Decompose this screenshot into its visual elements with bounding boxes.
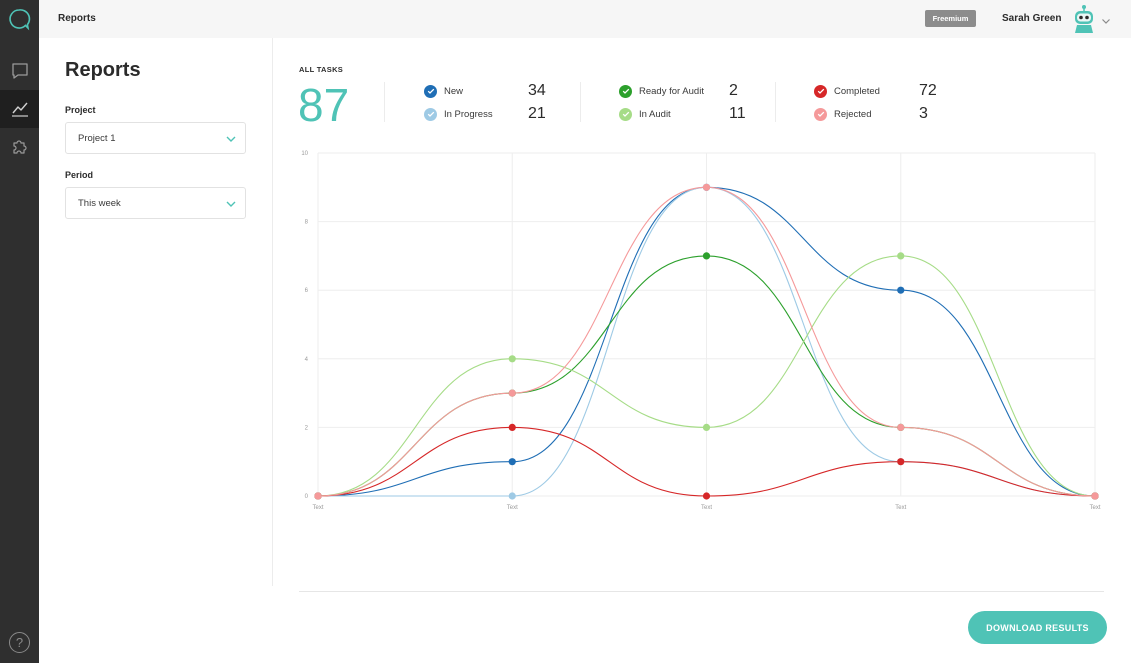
data-point[interactable] bbox=[702, 492, 711, 500]
stat-in-audit: In Audit bbox=[619, 107, 671, 121]
y-tick-label: 8 bbox=[305, 220, 309, 226]
stat-completed: Completed bbox=[814, 84, 880, 98]
top-bar: Reports Freemium Sarah Green bbox=[39, 0, 1131, 38]
y-tick-label: 4 bbox=[305, 357, 309, 363]
data-point[interactable] bbox=[508, 423, 516, 431]
stat-count: 3 bbox=[919, 105, 928, 122]
x-tick-label: Text bbox=[1089, 505, 1100, 511]
stat-label: In Progress bbox=[444, 108, 493, 120]
stat-count: 72 bbox=[919, 82, 937, 99]
data-point[interactable] bbox=[702, 423, 711, 431]
data-point[interactable] bbox=[314, 492, 322, 500]
logo-icon[interactable] bbox=[7, 7, 31, 31]
x-tick-label: Text bbox=[507, 505, 518, 511]
data-point[interactable] bbox=[508, 389, 516, 397]
data-point[interactable] bbox=[702, 183, 711, 191]
period-label: Period bbox=[65, 170, 94, 180]
check-icon bbox=[619, 84, 632, 98]
check-icon bbox=[424, 107, 437, 121]
stat-count: 21 bbox=[528, 105, 546, 122]
y-tick-label: 2 bbox=[305, 425, 309, 431]
stat-count: 2 bbox=[729, 82, 738, 99]
divider bbox=[775, 82, 776, 122]
sidebar-item-integrations[interactable] bbox=[0, 128, 39, 166]
data-point[interactable] bbox=[1091, 492, 1099, 500]
download-results-button[interactable]: DOWNLOAD RESULTS bbox=[968, 611, 1107, 644]
check-icon bbox=[814, 107, 827, 121]
y-tick-label: 6 bbox=[305, 288, 309, 294]
check-icon bbox=[619, 107, 632, 121]
stat-label: Rejected bbox=[834, 108, 872, 120]
puzzle-icon bbox=[12, 140, 27, 154]
stat-label: In Audit bbox=[639, 108, 671, 120]
sidebar-item-reports[interactable] bbox=[0, 90, 39, 128]
stat-count: 34 bbox=[528, 82, 546, 99]
chart-line-icon bbox=[11, 102, 28, 117]
chevron-down-icon[interactable] bbox=[1101, 13, 1111, 24]
data-point[interactable] bbox=[897, 423, 905, 431]
data-point[interactable] bbox=[897, 458, 905, 466]
data-point[interactable] bbox=[897, 252, 905, 260]
total-count: 87 bbox=[298, 79, 350, 131]
stat-ready-for-audit: Ready for Audit bbox=[619, 84, 704, 98]
sidebar-item-chat[interactable] bbox=[0, 52, 39, 90]
data-point[interactable] bbox=[508, 355, 516, 363]
help-icon[interactable]: ? bbox=[9, 632, 30, 653]
tasks-chart: 0 2 4 6 8 10 Text Text Text Text Text bbox=[290, 145, 1105, 520]
all-tasks-heading: ALL TASKS bbox=[299, 65, 344, 74]
avatar[interactable] bbox=[1070, 4, 1098, 34]
x-tick-label: Text bbox=[895, 505, 906, 511]
y-tick-label: 10 bbox=[301, 151, 308, 157]
x-tick-label: Text bbox=[312, 505, 323, 511]
stat-label: New bbox=[444, 85, 464, 97]
stat-new: New bbox=[424, 84, 463, 98]
project-select-value: Project 1 bbox=[78, 133, 116, 144]
period-select-value: This week bbox=[78, 198, 121, 209]
line-chart: 0 2 4 6 8 10 Text Text Text Text Text bbox=[301, 151, 1101, 511]
stat-in-progress: In Progress bbox=[424, 107, 493, 121]
stat-label: Ready for Audit bbox=[639, 85, 704, 97]
divider bbox=[384, 82, 385, 122]
series-line-in-audit bbox=[317, 255, 1096, 497]
stat-label: Completed bbox=[834, 85, 880, 97]
data-point[interactable] bbox=[897, 286, 905, 294]
data-point[interactable] bbox=[702, 252, 711, 260]
stat-rejected: Rejected bbox=[814, 107, 872, 121]
project-select[interactable]: Project 1 bbox=[65, 122, 246, 154]
check-icon bbox=[814, 84, 827, 98]
data-point[interactable] bbox=[508, 458, 516, 466]
sidebar: ? bbox=[0, 0, 39, 663]
chevron-down-icon bbox=[226, 136, 236, 142]
y-tick-label: 0 bbox=[305, 494, 309, 500]
data-point[interactable] bbox=[508, 492, 516, 500]
user-name[interactable]: Sarah Green bbox=[1002, 13, 1062, 24]
chevron-down-icon bbox=[226, 201, 236, 207]
divider bbox=[580, 82, 581, 122]
x-tick-label: Text bbox=[701, 505, 712, 511]
page-title: Reports bbox=[65, 59, 141, 81]
chat-bubble-icon bbox=[11, 63, 28, 79]
topbar-title: Reports bbox=[58, 13, 96, 24]
stat-count: 11 bbox=[729, 105, 746, 122]
filter-panel: Reports Project Project 1 Period This we… bbox=[39, 38, 273, 586]
check-icon bbox=[424, 84, 437, 98]
divider bbox=[299, 591, 1104, 592]
plan-badge: Freemium bbox=[925, 10, 976, 27]
period-select[interactable]: This week bbox=[65, 187, 246, 219]
project-label: Project bbox=[65, 105, 96, 115]
